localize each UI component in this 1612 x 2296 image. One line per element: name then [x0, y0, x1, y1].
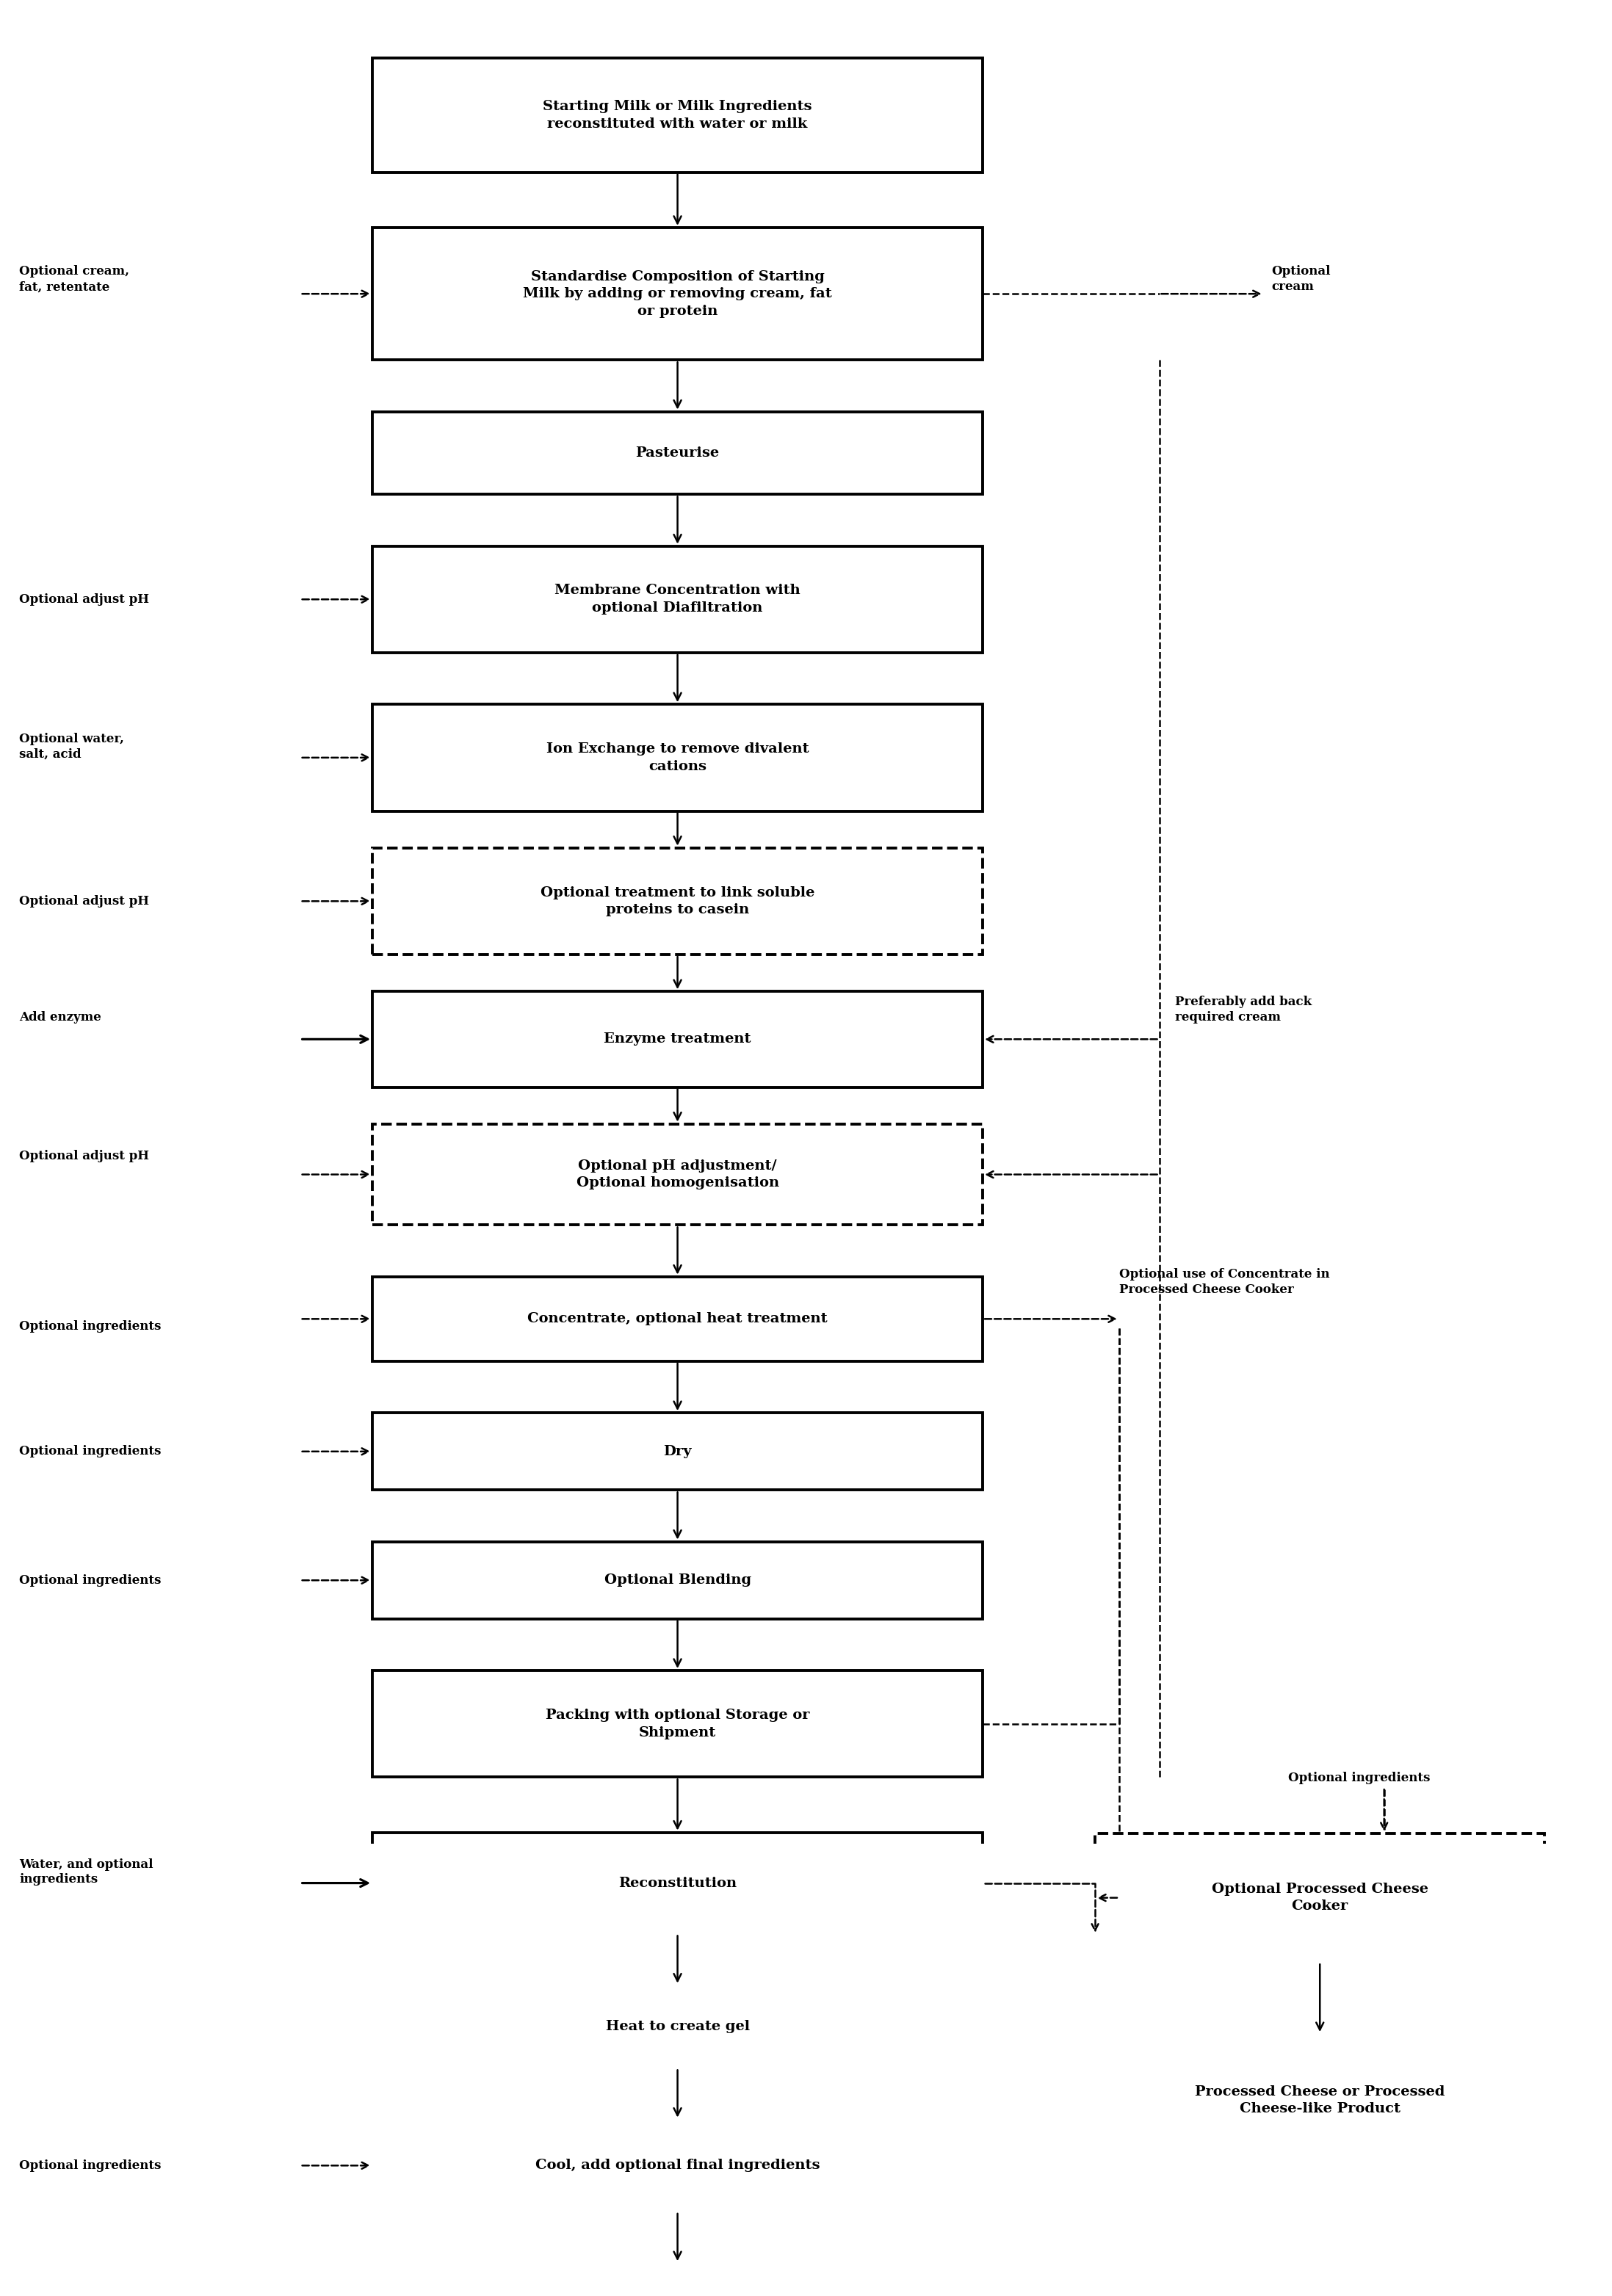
- Text: Heat to create gel: Heat to create gel: [606, 2020, 750, 2034]
- Text: Reconstitution: Reconstitution: [619, 1876, 737, 1890]
- Bar: [372, 992, 983, 1086]
- Text: Optional cream,
fat, retentate: Optional cream, fat, retentate: [19, 266, 129, 294]
- Text: Optional ingredients: Optional ingredients: [19, 1444, 161, 1458]
- Bar: [1095, 1832, 1544, 1963]
- Bar: [372, 227, 983, 360]
- Text: Optional adjust pH: Optional adjust pH: [19, 592, 148, 606]
- Text: Ion Exchange to remove divalent
cations: Ion Exchange to remove divalent cations: [546, 742, 809, 774]
- Bar: [372, 2119, 983, 2211]
- Bar: [372, 1541, 983, 1619]
- Bar: [372, 1277, 983, 1362]
- Bar: [372, 1986, 983, 2069]
- Text: Dry: Dry: [664, 1444, 692, 1458]
- Text: Enzyme treatment: Enzyme treatment: [604, 1033, 751, 1045]
- Text: Optional ingredients: Optional ingredients: [19, 1575, 161, 1587]
- Bar: [372, 1671, 983, 1777]
- Text: Preferably add back
required cream: Preferably add back required cream: [1175, 996, 1312, 1024]
- Bar: [1095, 2034, 1544, 2167]
- Text: Optional Processed Cheese
Cooker: Optional Processed Cheese Cooker: [1212, 1883, 1428, 1913]
- Text: Optional treatment to link soluble
proteins to casein: Optional treatment to link soluble prote…: [540, 886, 814, 916]
- Bar: [372, 546, 983, 652]
- Text: Optional adjust pH: Optional adjust pH: [19, 895, 148, 907]
- Bar: [372, 1123, 983, 1226]
- Bar: [372, 847, 983, 955]
- Text: Starting Milk or Milk Ingredients
reconstituted with water or milk: Starting Milk or Milk Ingredients recons…: [543, 101, 812, 131]
- Text: Packing with optional Storage or
Shipment: Packing with optional Storage or Shipmen…: [545, 1708, 809, 1738]
- Bar: [372, 57, 983, 172]
- Text: Optional Blending: Optional Blending: [604, 1573, 751, 1587]
- Text: Cool, add optional final ingredients: Cool, add optional final ingredients: [535, 2158, 821, 2172]
- Text: Standardise Composition of Starting
Milk by adding or removing cream, fat
or pro: Standardise Composition of Starting Milk…: [522, 271, 832, 317]
- Text: Optional water,
salt, acid: Optional water, salt, acid: [19, 732, 124, 760]
- Text: Pasteurise: Pasteurise: [635, 445, 719, 459]
- Text: Optional ingredients: Optional ingredients: [19, 2158, 161, 2172]
- Text: Processed Cheese or Processed
Cheese-like Product: Processed Cheese or Processed Cheese-lik…: [1194, 2085, 1444, 2115]
- Text: Concentrate, optional heat treatment: Concentrate, optional heat treatment: [527, 1313, 827, 1325]
- Text: Membrane Concentration with
optional Diafiltration: Membrane Concentration with optional Dia…: [555, 583, 801, 615]
- Bar: [372, 2264, 983, 2296]
- Bar: [372, 1412, 983, 1490]
- Bar: [372, 705, 983, 810]
- Text: Water, and optional
ingredients: Water, and optional ingredients: [19, 1857, 153, 1885]
- Text: Optional pH adjustment/
Optional homogenisation: Optional pH adjustment/ Optional homogen…: [575, 1159, 779, 1189]
- Text: Optional ingredients: Optional ingredients: [19, 1320, 161, 1332]
- Bar: [372, 411, 983, 494]
- Text: Optional use of Concentrate in
Processed Cheese Cooker: Optional use of Concentrate in Processed…: [1119, 1267, 1330, 1295]
- Text: Add enzyme: Add enzyme: [19, 1010, 102, 1024]
- Text: Optional adjust pH: Optional adjust pH: [19, 1150, 148, 1162]
- Text: Optional
cream: Optional cream: [1272, 266, 1332, 294]
- Bar: [372, 1832, 983, 1933]
- Text: Optional ingredients: Optional ingredients: [1288, 1773, 1430, 1784]
